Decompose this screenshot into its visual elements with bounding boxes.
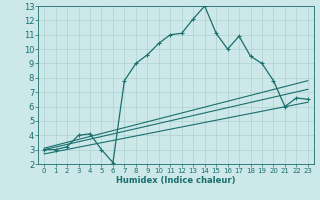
- X-axis label: Humidex (Indice chaleur): Humidex (Indice chaleur): [116, 176, 236, 185]
